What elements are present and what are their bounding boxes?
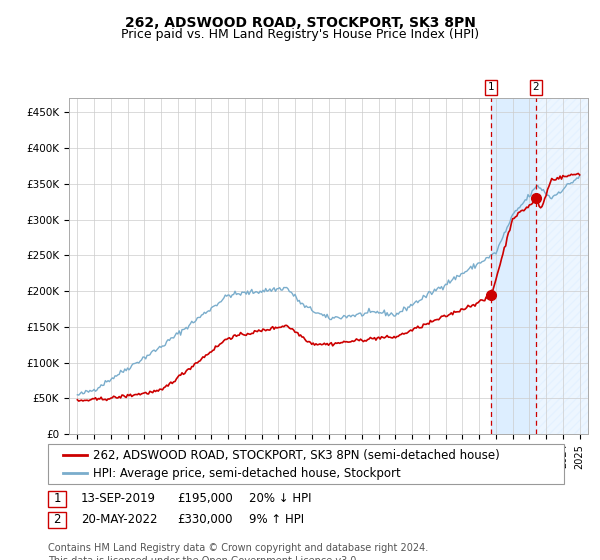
- Text: 2: 2: [53, 513, 61, 526]
- Text: 1: 1: [53, 492, 61, 506]
- Bar: [536, 98, 588, 434]
- Text: £330,000: £330,000: [177, 513, 233, 526]
- Text: 20% ↓ HPI: 20% ↓ HPI: [249, 492, 311, 506]
- Text: 262, ADSWOOD ROAD, STOCKPORT, SK3 8PN (semi-detached house): 262, ADSWOOD ROAD, STOCKPORT, SK3 8PN (s…: [93, 449, 500, 462]
- Text: £195,000: £195,000: [177, 492, 233, 506]
- Text: 1: 1: [488, 82, 494, 92]
- Text: 20-MAY-2022: 20-MAY-2022: [81, 513, 157, 526]
- Text: 262, ADSWOOD ROAD, STOCKPORT, SK3 8PN: 262, ADSWOOD ROAD, STOCKPORT, SK3 8PN: [125, 16, 475, 30]
- Text: Contains HM Land Registry data © Crown copyright and database right 2024.
This d: Contains HM Land Registry data © Crown c…: [48, 543, 428, 560]
- Text: 13-SEP-2019: 13-SEP-2019: [81, 492, 156, 506]
- Text: Price paid vs. HM Land Registry's House Price Index (HPI): Price paid vs. HM Land Registry's House …: [121, 28, 479, 41]
- Text: HPI: Average price, semi-detached house, Stockport: HPI: Average price, semi-detached house,…: [93, 466, 401, 479]
- Text: 2: 2: [532, 82, 539, 92]
- Bar: [491, 98, 536, 434]
- Text: 9% ↑ HPI: 9% ↑ HPI: [249, 513, 304, 526]
